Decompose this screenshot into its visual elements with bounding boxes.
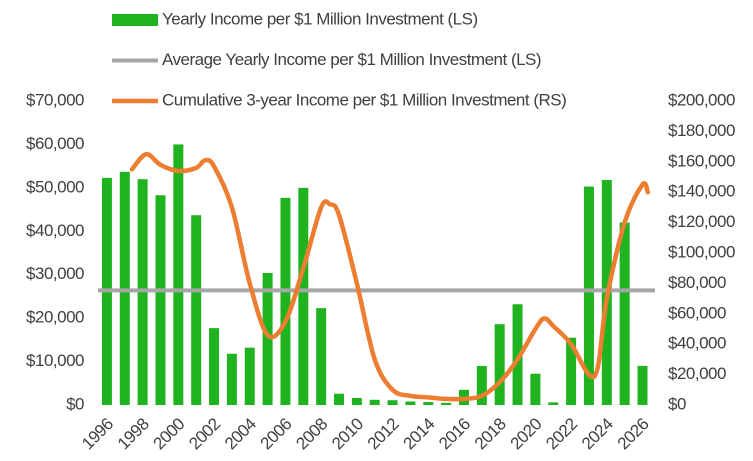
y-tick-label: $40,000	[26, 221, 84, 240]
y2-tick-label: $80,000	[668, 273, 726, 292]
bar	[334, 393, 345, 405]
x-tick-label: 1998	[114, 415, 153, 454]
bar	[583, 186, 594, 405]
cumulative-line	[129, 151, 651, 402]
x-tick-label: 2026	[614, 415, 653, 454]
x-tick-label: 2010	[328, 415, 367, 454]
y2-tick-label: $40,000	[668, 334, 726, 353]
bar	[298, 187, 309, 405]
bar	[209, 328, 220, 405]
bar	[369, 399, 380, 405]
y-tick-label: $30,000	[26, 264, 84, 283]
y-tick-label: $0	[66, 394, 84, 413]
x-tick-label: 2006	[257, 415, 296, 454]
bar	[191, 215, 202, 405]
x-tick-label: 2004	[221, 415, 260, 454]
bar	[566, 337, 577, 405]
x-tick-label: 2002	[185, 415, 224, 454]
legend-label: Cumulative 3-year Income per $1 Million …	[162, 90, 566, 109]
bar	[387, 400, 398, 405]
y2-tick-label: $160,000	[668, 151, 735, 170]
legend-swatch	[112, 14, 158, 26]
y-tick-label: $10,000	[26, 351, 84, 370]
y-tick-label: $70,000	[26, 90, 84, 109]
y2-tick-label: $60,000	[668, 303, 726, 322]
bar	[619, 222, 630, 405]
bar	[548, 402, 559, 405]
x-tick-label: 2022	[542, 415, 581, 454]
x-tick-label: 2024	[578, 415, 617, 454]
bar	[494, 324, 505, 405]
x-tick-label: 2012	[364, 415, 403, 454]
y2-tick-label: $100,000	[668, 242, 735, 261]
bar	[262, 272, 273, 405]
bar	[637, 365, 648, 405]
bar	[244, 347, 255, 405]
legend-label: Yearly Income per $1 Million Investment …	[162, 9, 478, 28]
y2-tick-label: $140,000	[668, 182, 735, 201]
y2-tick-label: $200,000	[668, 90, 735, 109]
x-tick-label: 1996	[78, 415, 117, 454]
y-tick-label: $50,000	[26, 177, 84, 196]
x-tick-label: 2014	[400, 415, 439, 454]
y2-tick-label: $120,000	[668, 212, 735, 231]
bar	[351, 398, 362, 405]
bar	[173, 144, 184, 405]
y2-tick-label: $20,000	[668, 364, 726, 383]
x-tick-label: 2016	[435, 415, 474, 454]
x-tick-label: 2000	[150, 415, 189, 454]
bar	[423, 401, 434, 405]
y-tick-label: $20,000	[26, 308, 84, 327]
bar	[530, 373, 541, 405]
bar	[512, 304, 523, 405]
y2-tick-label: $0	[668, 394, 686, 413]
x-tick-label: 2008	[292, 415, 331, 454]
bar	[476, 365, 487, 405]
bar	[280, 197, 291, 405]
x-tick-label: 2020	[507, 415, 546, 454]
bar	[316, 308, 327, 405]
bar	[155, 195, 166, 405]
y2-tick-label: $180,000	[668, 121, 735, 140]
bar	[441, 402, 452, 405]
y-tick-label: $60,000	[26, 134, 84, 153]
bar	[405, 401, 416, 405]
legend-label: Average Yearly Income per $1 Million Inv…	[162, 50, 541, 69]
x-tick-label: 2018	[471, 415, 510, 454]
bar	[226, 353, 237, 405]
